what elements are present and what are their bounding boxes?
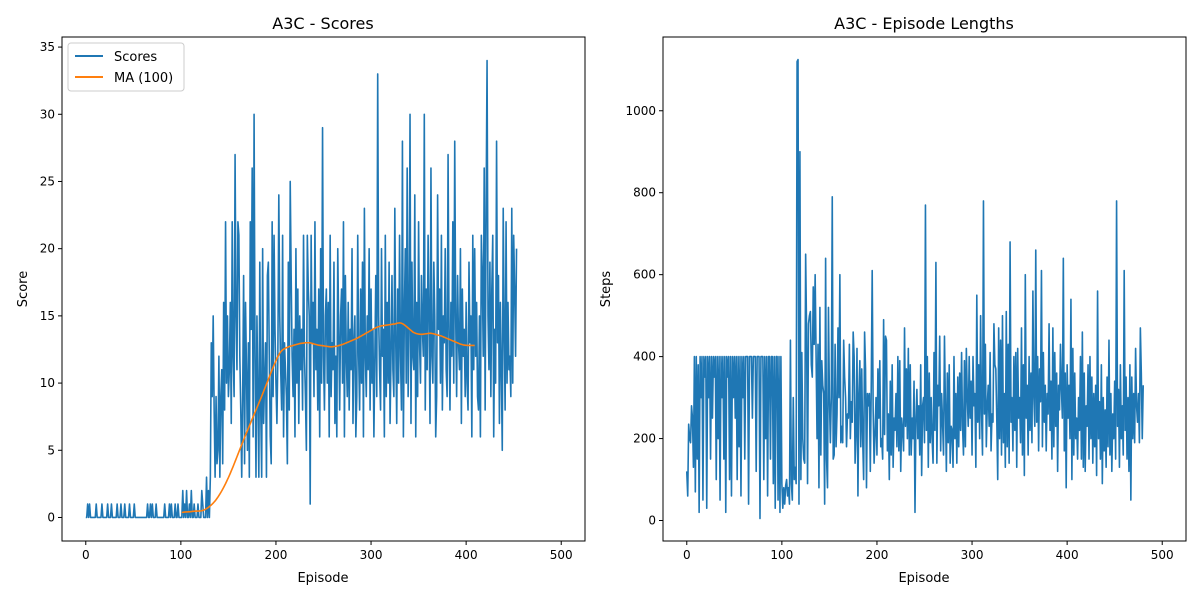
lengths-series-line-0	[685, 58, 1145, 520]
x-tick-label: 400	[1056, 548, 1079, 562]
y-tick-label: 35	[40, 40, 55, 54]
y-tick-label: 0	[648, 514, 656, 528]
lengths-chart-frame	[662, 36, 1187, 542]
scores-series-line-0	[85, 59, 518, 519]
scores-chart-ticks: 0 100 200 300 400 500 0 5 10 15 20 25 30 35	[40, 40, 573, 562]
y-tick-label: 25	[40, 174, 55, 188]
lengths-chart-title: A3C - Episode Lengths	[834, 14, 1014, 33]
x-tick-label: 300	[961, 548, 984, 562]
legend-label-ma: MA (100)	[114, 71, 173, 86]
x-tick-label: 400	[455, 548, 478, 562]
lengths-chart: A3C - Episode Lengths Episode Steps 0 100…	[599, 14, 1187, 586]
x-tick-label: 500	[550, 548, 573, 562]
y-tick-label: 20	[40, 242, 55, 256]
y-tick-label: 5	[47, 443, 55, 457]
scores-chart-legend: Scores MA (100)	[67, 42, 185, 92]
y-tick-label: 200	[633, 432, 656, 446]
x-tick-label: 300	[360, 548, 383, 562]
lengths-chart-ticks: 0 100 200 300 400 500 0 200 400 600 800 1000	[625, 104, 1173, 562]
scores-chart-xlabel: Episode	[297, 571, 348, 586]
y-tick-label: 600	[633, 268, 656, 282]
y-tick-label: 10	[40, 376, 55, 390]
lengths-chart-xlabel: Episode	[898, 571, 949, 586]
y-tick-label: 400	[633, 350, 656, 364]
scores-chart-series	[85, 59, 518, 519]
scores-chart: A3C - Scores Episode Score 0 100 200 300 400…	[16, 14, 586, 586]
x-tick-label: 0	[82, 548, 90, 562]
scores-chart-frame	[61, 36, 586, 542]
x-tick-label: 0	[683, 548, 691, 562]
y-tick-label: 15	[40, 309, 55, 323]
x-tick-label: 200	[265, 548, 288, 562]
lengths-chart-ylabel: Steps	[599, 271, 614, 308]
y-tick-label: 30	[40, 107, 55, 121]
x-tick-label: 500	[1151, 548, 1174, 562]
x-tick-label: 200	[866, 548, 889, 562]
y-tick-label: 800	[633, 186, 656, 200]
scores-chart-ylabel: Score	[16, 271, 31, 307]
scores-series-line-1	[181, 322, 475, 514]
x-tick-label: 100	[169, 548, 192, 562]
scores-chart-title: A3C - Scores	[272, 14, 373, 33]
x-tick-label: 100	[770, 548, 793, 562]
legend-label-scores: Scores	[114, 50, 157, 65]
lengths-chart-series	[685, 58, 1145, 520]
y-tick-label: 0	[47, 510, 55, 524]
y-tick-label: 1000	[625, 104, 656, 118]
